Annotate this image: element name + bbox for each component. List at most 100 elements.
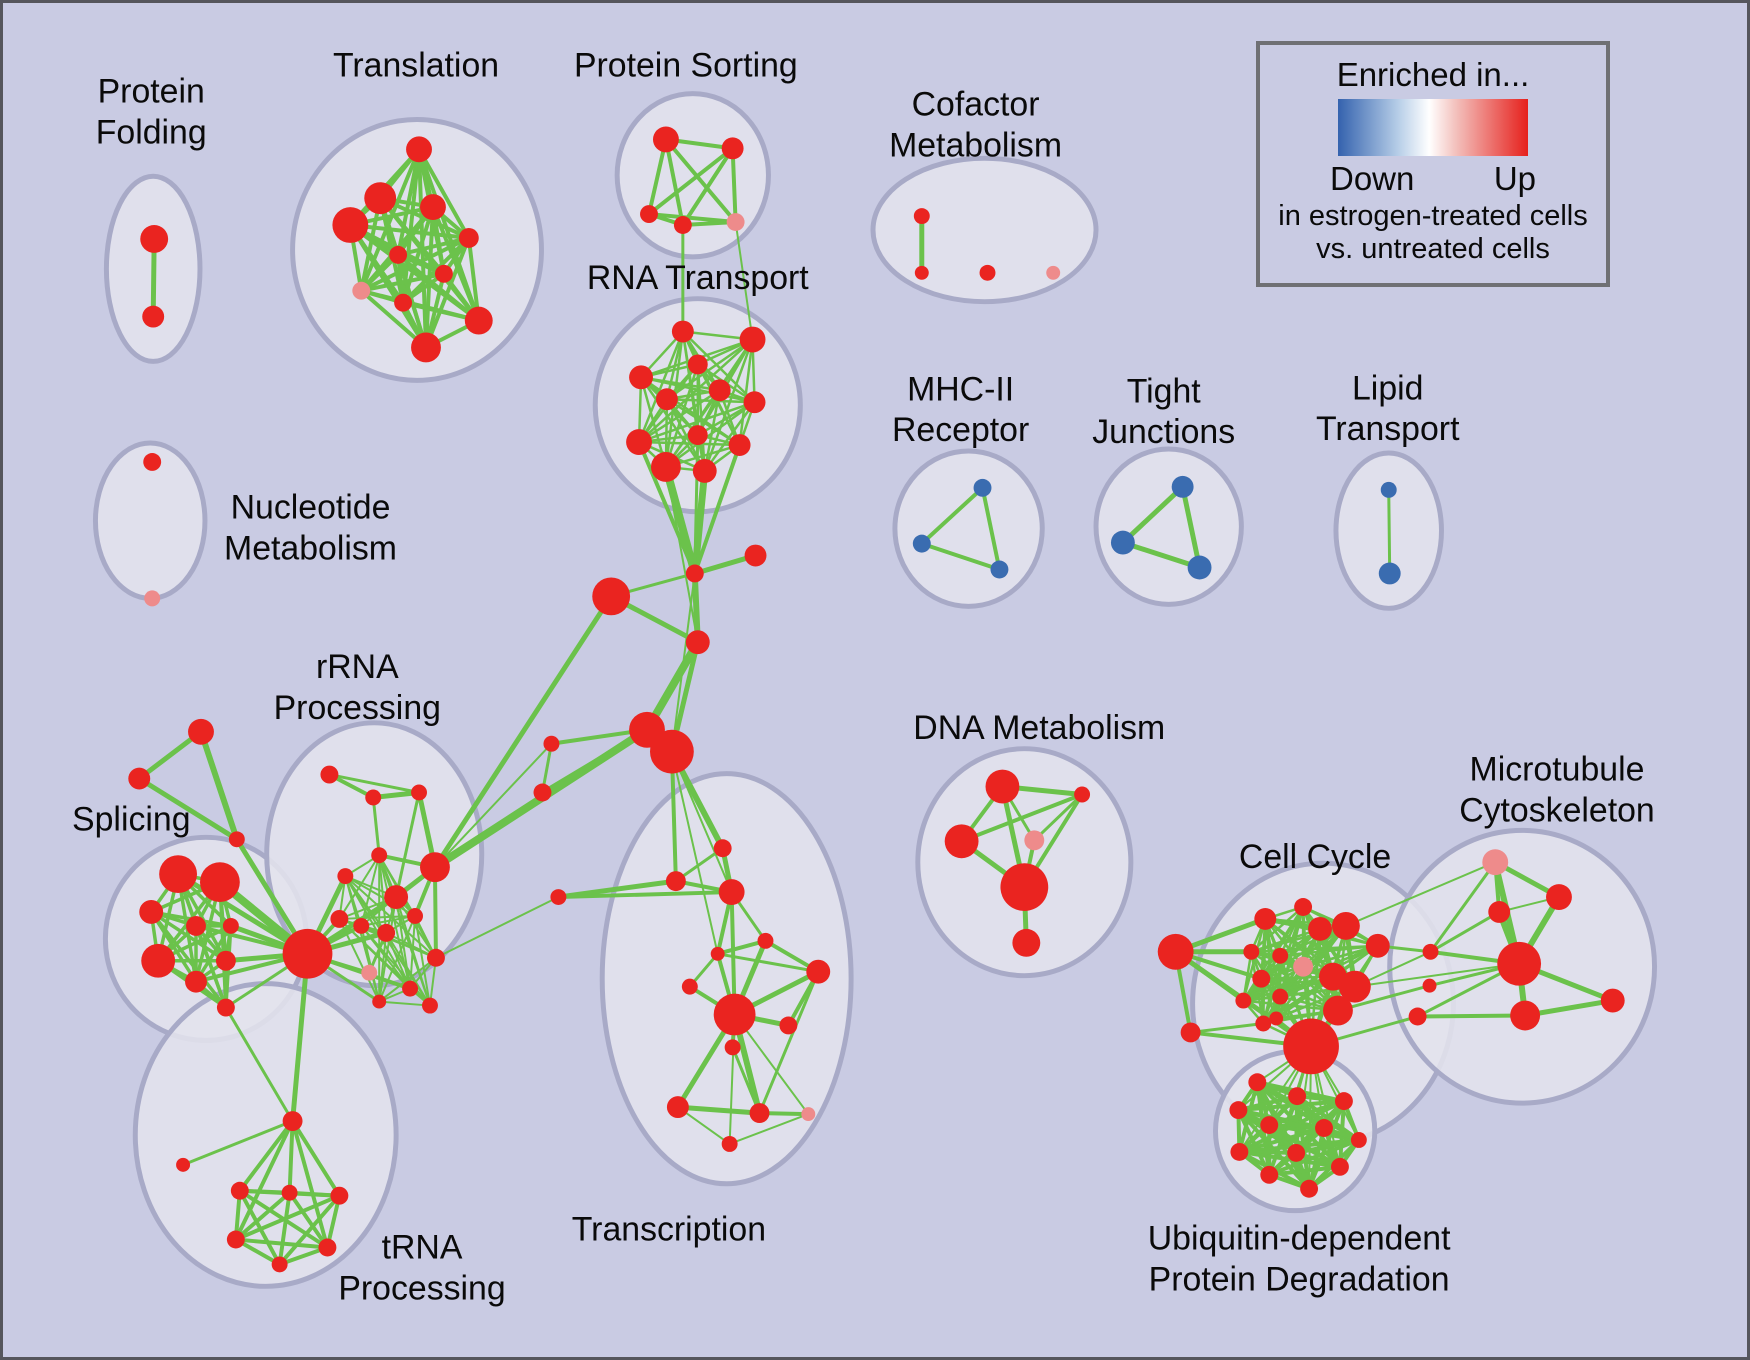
network-edge	[728, 1113, 810, 1145]
network-edge	[290, 1119, 342, 1198]
node-RT7	[743, 391, 766, 414]
node-TN4	[226, 1230, 245, 1249]
node-U10	[1330, 1157, 1349, 1176]
node-R12	[426, 948, 445, 967]
node-Mc3	[1408, 1007, 1427, 1026]
network-edge	[758, 970, 820, 1115]
network-edge	[371, 795, 381, 857]
node-SP	[282, 928, 333, 979]
network-edge	[1387, 488, 1392, 575]
cluster-label-transcription: Transcription	[572, 1211, 766, 1249]
network-edge	[1120, 484, 1186, 546]
node-U9	[1287, 1143, 1306, 1162]
network-edge	[1189, 1021, 1265, 1034]
node-NM1	[143, 453, 162, 471]
node-LT1	[1380, 481, 1397, 498]
node-R1	[320, 765, 339, 784]
network-edge	[1429, 860, 1497, 954]
node-M1	[1482, 849, 1509, 876]
node-C2	[1294, 898, 1313, 916]
network-edge	[359, 147, 422, 293]
node-TR10	[779, 1016, 798, 1035]
node-PS1	[652, 126, 679, 153]
network-edge	[670, 750, 733, 894]
node-TJ1	[1171, 475, 1194, 498]
node-S4	[186, 915, 206, 936]
network-edge	[233, 1119, 295, 1242]
network-edge	[637, 338, 754, 444]
node-TRI2	[128, 767, 151, 790]
network-edge	[277, 1190, 292, 1267]
network-edge	[681, 330, 756, 404]
network-edge	[396, 235, 471, 257]
cluster-label-lipid-transport: Transport	[1316, 410, 1460, 448]
node-S9	[216, 998, 235, 1017]
network-edge	[647, 146, 735, 217]
network-edge	[136, 776, 240, 842]
network-edge	[1032, 792, 1084, 842]
network-edge	[959, 792, 1085, 844]
node-R3	[411, 784, 427, 801]
network-edge	[664, 465, 699, 644]
node-T11	[411, 332, 441, 363]
cluster-ellipse-trna-processing	[132, 981, 399, 1289]
network-edge	[233, 1237, 330, 1250]
network-edge	[434, 896, 560, 959]
network-edge	[639, 376, 706, 473]
node-TR2	[665, 871, 686, 892]
node-C16	[1269, 1011, 1284, 1026]
node-M2	[1546, 884, 1572, 910]
node-U5	[1260, 1116, 1279, 1134]
legend-caption-line2: vs. untreated cells	[1316, 233, 1550, 265]
node-TRI3	[228, 831, 245, 848]
network-edge	[665, 397, 756, 404]
node-TR15	[721, 1135, 738, 1152]
node-C4	[1331, 911, 1360, 940]
network-edge	[703, 389, 721, 473]
network-edge	[181, 1119, 295, 1167]
node-C8	[1293, 956, 1314, 977]
cluster-label-protein-sorting: Protein Sorting	[574, 47, 798, 85]
node-TJ3	[1187, 555, 1212, 580]
network-edge	[731, 1045, 762, 1115]
node-S8	[185, 970, 207, 993]
network-edge	[693, 433, 700, 575]
node-TR12	[666, 1096, 689, 1119]
network-edge	[378, 956, 437, 1003]
node-MH1	[973, 478, 992, 497]
node-U7	[1350, 1131, 1367, 1148]
node-X1	[550, 889, 567, 906]
legend-gradient-bar	[1338, 99, 1528, 156]
node-U3	[1334, 1092, 1353, 1111]
network-edge	[360, 914, 417, 927]
network-edge	[433, 742, 553, 869]
node-RT1	[671, 320, 694, 343]
network-edge	[728, 1013, 736, 1145]
node-R10	[377, 923, 396, 942]
node-T8	[352, 281, 371, 300]
cluster-label-rrna-processing: Processing	[274, 689, 441, 727]
network-edge	[919, 541, 1002, 572]
node-R6	[384, 885, 409, 909]
network-edge	[637, 440, 741, 447]
node-D1	[985, 769, 1020, 804]
network-edge	[1278, 944, 1380, 958]
legend-scale-labels: Down Up	[1330, 158, 1536, 200]
node-C12	[1235, 992, 1252, 1009]
network-edge	[233, 1193, 342, 1242]
network-edge	[224, 1006, 295, 1123]
node-T5	[458, 228, 479, 248]
node-TR6	[710, 946, 725, 961]
node-PS4	[673, 216, 692, 234]
network-edge	[716, 952, 820, 974]
cluster-label-nucleotide-metabolism: Nucleotide	[231, 489, 391, 527]
cluster-label-cofactor-metabolism: Metabolism	[889, 126, 1062, 164]
network-edge	[692, 443, 742, 576]
node-R11	[407, 907, 424, 924]
network-edge	[1267, 1164, 1342, 1177]
network-edge	[396, 252, 481, 323]
node-R8	[330, 909, 349, 928]
node-S3	[139, 900, 164, 924]
node-RT2	[739, 326, 766, 353]
